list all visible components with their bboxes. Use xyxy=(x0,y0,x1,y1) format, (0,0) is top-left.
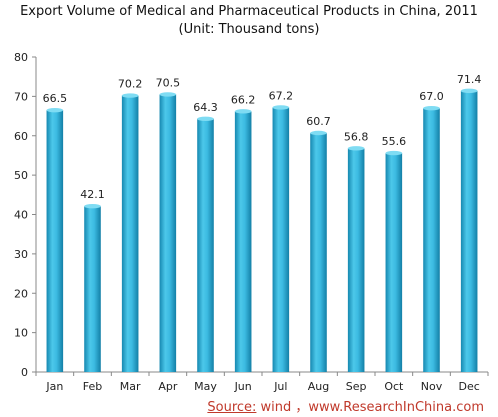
x-tick-label: May xyxy=(194,380,217,393)
y-tick-label: 50 xyxy=(14,169,28,182)
x-tick-label: Dec xyxy=(459,380,480,393)
x-tick-label: Jun xyxy=(234,380,252,393)
x-tick-label: Jan xyxy=(45,380,63,393)
bar xyxy=(310,132,327,372)
x-tick-label: Jul xyxy=(273,380,287,393)
x-tick-label: Feb xyxy=(83,380,102,393)
y-tick-label: 80 xyxy=(14,51,28,64)
bar xyxy=(121,95,139,373)
y-tick-label: 0 xyxy=(21,366,28,379)
y-tick-label: 40 xyxy=(14,209,28,222)
bar-top xyxy=(423,105,440,111)
data-label: 67.2 xyxy=(269,89,294,102)
bar xyxy=(46,110,64,372)
source-text: wind ，www.ResearchInChina.com xyxy=(256,400,484,415)
bar-top xyxy=(197,116,214,122)
y-tick-label: 70 xyxy=(14,90,28,103)
data-label: 67.0 xyxy=(419,90,444,103)
bar-top xyxy=(234,109,252,114)
data-label: 70.5 xyxy=(156,76,181,89)
bar xyxy=(197,118,214,372)
y-tick-label: 10 xyxy=(14,327,28,340)
bar xyxy=(234,111,252,373)
data-label: 64.3 xyxy=(193,101,218,114)
bar xyxy=(159,94,177,372)
bar-top xyxy=(347,146,365,151)
data-label: 56.8 xyxy=(344,130,369,143)
data-label: 71.4 xyxy=(457,73,482,86)
x-tick-label: Aug xyxy=(308,380,329,393)
bar-top xyxy=(121,93,139,98)
chart-title: Export Volume of Medical and Pharmaceuti… xyxy=(20,4,478,19)
bar-top xyxy=(84,204,101,209)
x-tick-label: Nov xyxy=(421,380,443,393)
data-label: 60.7 xyxy=(306,115,331,128)
x-tick-label: Apr xyxy=(158,380,178,393)
data-label: 66.5 xyxy=(43,92,68,105)
bar xyxy=(460,90,478,373)
y-tick-label: 60 xyxy=(14,130,28,143)
source-label: Source: xyxy=(207,400,257,415)
bar xyxy=(385,153,403,372)
bar xyxy=(423,108,440,372)
data-label: 55.6 xyxy=(382,135,407,148)
bar-top xyxy=(310,130,327,136)
data-label: 70.2 xyxy=(118,78,143,91)
bar-top xyxy=(385,150,403,156)
bar-top xyxy=(159,92,177,97)
bar-top xyxy=(460,88,478,94)
x-tick-label: Mar xyxy=(120,380,141,393)
bar-top xyxy=(272,105,290,110)
chart-subtitle: (Unit: Thousand tons) xyxy=(178,22,320,37)
bar xyxy=(84,206,101,372)
x-tick-label: Oct xyxy=(384,380,404,393)
y-tick-label: 30 xyxy=(14,248,28,261)
data-label: 66.2 xyxy=(231,93,256,106)
bar xyxy=(272,107,290,373)
x-tick-label: Sep xyxy=(346,380,367,393)
y-tick-label: 20 xyxy=(14,287,28,300)
bar-top xyxy=(46,107,64,113)
data-label: 42.1 xyxy=(80,188,105,201)
source-note: Source: wind ，www.ResearchInChina.com xyxy=(207,396,484,415)
bar xyxy=(347,148,365,372)
